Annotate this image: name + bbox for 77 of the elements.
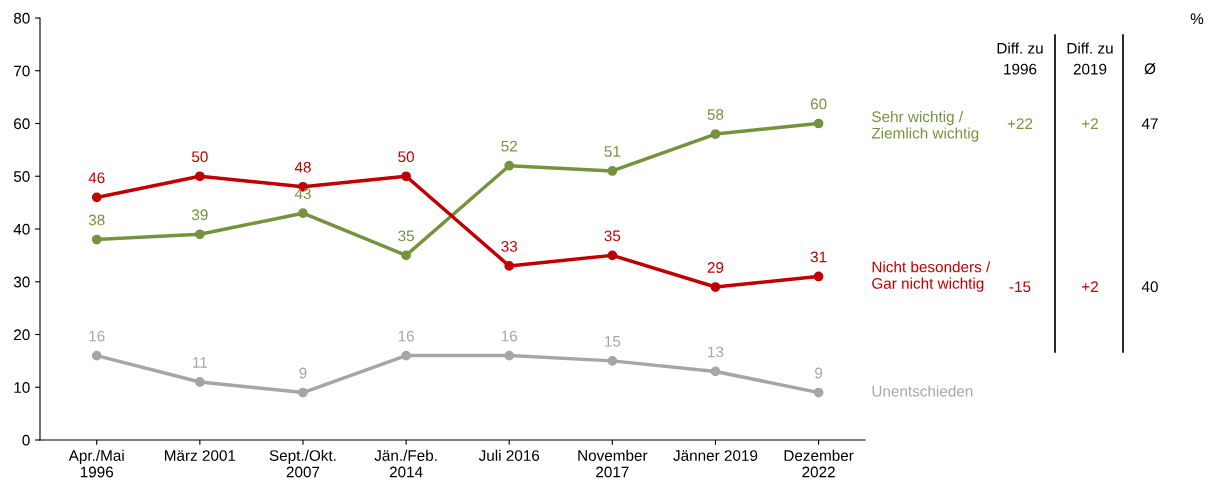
data-label: 16 — [398, 330, 414, 342]
data-label: 60 — [810, 98, 827, 110]
data-label: 51 — [604, 146, 621, 157]
point — [401, 171, 411, 182]
point — [813, 118, 824, 129]
point — [91, 192, 102, 203]
data-label: 33 — [501, 240, 518, 252]
point — [298, 387, 308, 398]
x-tick-label: Juli 2016 — [478, 449, 540, 461]
text: % — [1190, 13, 1204, 25]
point — [813, 387, 824, 398]
data-label: 29 — [707, 262, 724, 273]
data-label: 16 — [501, 330, 518, 342]
data-label: 35 — [398, 230, 414, 242]
point — [710, 282, 721, 292]
point — [194, 229, 205, 240]
point — [194, 377, 205, 387]
point — [710, 129, 721, 139]
point — [194, 171, 205, 182]
data-label: 46 — [88, 172, 105, 184]
text: Nicht besonders / Gar nicht wichtig — [872, 261, 991, 292]
y-tick-label: 40 — [13, 223, 30, 235]
y-tick-label: 30 — [13, 276, 30, 288]
x-tick-label: Jän./Feb. 2014 — [374, 449, 437, 478]
x-tick-label: Apr./Mai 1996 — [68, 449, 124, 478]
text: Diff. zu 2019 — [1067, 42, 1113, 75]
point — [91, 350, 102, 361]
y-tick-label: 50 — [13, 171, 30, 182]
x-tick-label: März 2001 — [165, 450, 236, 461]
text: Ø — [1144, 63, 1156, 75]
y-tick-label: 80 — [13, 12, 30, 24]
x-tick-label: Dezember 2022 — [784, 449, 854, 478]
y-tick-label: 0 — [22, 434, 30, 446]
text: +2 — [1082, 281, 1098, 292]
point — [298, 208, 308, 219]
y-tick-label: 60 — [14, 118, 30, 130]
data-label: 11 — [193, 357, 208, 368]
text: 40 — [1141, 281, 1158, 293]
data-label: 15 — [605, 336, 621, 347]
data-label: 9 — [299, 367, 307, 379]
point — [504, 261, 515, 271]
point — [91, 234, 102, 245]
point — [401, 350, 411, 361]
point — [607, 356, 618, 366]
data-label: 43 — [294, 188, 311, 200]
text: Sehr wichtig / Ziemlich wichtig — [871, 110, 979, 142]
point — [607, 250, 618, 261]
text: 47 — [1141, 118, 1158, 129]
y-tick-label: 70 — [14, 65, 30, 77]
data-label: 58 — [707, 109, 724, 120]
point — [504, 160, 515, 171]
data-label: 50 — [398, 151, 414, 163]
x-tick-label: Jänner 2019 — [673, 450, 758, 461]
data-label: 9 — [815, 367, 823, 379]
point — [607, 166, 618, 176]
data-label: 35 — [604, 230, 621, 242]
data-label: 16 — [89, 330, 105, 342]
point — [813, 271, 824, 282]
y-tick-label: 20 — [14, 329, 30, 341]
x-tick-label: Sept./Okt. 2007 — [269, 449, 336, 478]
data-label: 48 — [294, 161, 311, 173]
text: -15 — [1009, 281, 1031, 293]
data-label: 31 — [810, 251, 827, 263]
y-tick-label: 10 — [14, 382, 30, 393]
data-label: 52 — [501, 140, 517, 152]
data-label: 13 — [708, 346, 724, 358]
point — [504, 350, 515, 361]
text: +2 — [1082, 118, 1098, 129]
x-tick-label: November 2017 — [578, 449, 648, 478]
point — [401, 250, 411, 261]
text: Diff. zu 1996 — [997, 42, 1043, 75]
data-label: 50 — [191, 151, 208, 163]
data-label: 39 — [191, 209, 208, 221]
data-label: 38 — [88, 214, 105, 226]
text: +22 — [1007, 118, 1033, 129]
text: Unentschieden — [872, 385, 973, 397]
point — [710, 366, 721, 377]
